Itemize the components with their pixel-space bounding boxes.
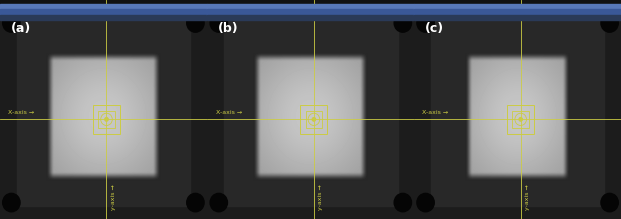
Text: (a): (a) [11,22,31,35]
Bar [0,4,207,9]
Bar [512,111,529,128]
Bar [93,105,120,134]
Circle shape [417,14,434,32]
Text: (b): (b) [218,22,238,35]
Bar [0,15,207,20]
Bar [507,105,534,134]
Text: X-axis →: X-axis → [422,110,448,115]
Text: y-axis →: y-axis → [318,184,323,210]
Text: (c): (c) [425,22,445,35]
Text: X-axis →: X-axis → [8,110,34,115]
Circle shape [2,193,20,212]
Bar [414,4,621,9]
Circle shape [519,118,522,121]
Bar [0,9,207,15]
Bar [17,18,190,206]
Text: X-axis →: X-axis → [215,110,242,115]
Circle shape [601,14,619,32]
Bar [207,15,414,20]
Circle shape [417,193,434,212]
Bar [414,15,621,20]
Circle shape [187,14,204,32]
Text: y-axis →: y-axis → [111,184,116,210]
Bar [98,111,115,128]
Circle shape [187,193,204,212]
Circle shape [312,118,315,121]
Bar [306,111,322,128]
Bar [207,4,414,9]
Bar [207,9,414,15]
Circle shape [601,193,619,212]
Circle shape [210,193,227,212]
Bar [301,105,327,134]
Bar [414,9,621,15]
Circle shape [105,118,108,121]
Circle shape [394,193,412,212]
Circle shape [2,14,20,32]
Circle shape [210,14,227,32]
Bar [224,18,397,206]
Circle shape [394,14,412,32]
Text: y-axis →: y-axis → [525,184,530,210]
Bar [431,18,604,206]
